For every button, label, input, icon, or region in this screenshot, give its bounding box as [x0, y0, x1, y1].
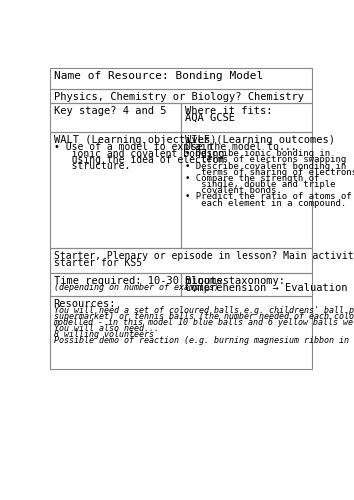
Bar — [51, 90, 312, 103]
Bar — [51, 103, 182, 132]
Bar — [51, 248, 312, 272]
Text: using the idea of electron: using the idea of electron — [53, 154, 224, 164]
Text: • Predict the ratio of atoms of: • Predict the ratio of atoms of — [184, 192, 351, 202]
Text: supermarket) or tennis balls (the number needed of each colour will depend on th: supermarket) or tennis balls (the number… — [53, 312, 354, 321]
Text: Name of Resource: Bonding Model: Name of Resource: Bonding Model — [53, 71, 263, 81]
Text: You will need a set of coloured balls e.g. childrens' ball pool balls (about £5 : You will need a set of coloured balls e.… — [53, 306, 354, 314]
Text: each element in a compound.: each element in a compound. — [184, 198, 346, 207]
Bar — [182, 103, 312, 132]
Text: Starter, Plenary or episode in lesson? Main activity for KS4 or: Starter, Plenary or episode in lesson? M… — [53, 251, 354, 261]
Text: Time required: 10-30 minutes: Time required: 10-30 minutes — [53, 276, 229, 285]
Text: ionic and covalent bonding: ionic and covalent bonding — [53, 148, 224, 158]
Text: Comprehension → Evaluation: Comprehension → Evaluation — [184, 282, 347, 292]
Text: WILF (Learning outcomes): WILF (Learning outcomes) — [184, 136, 335, 145]
Text: terms of sharing of electrons: terms of sharing of electrons — [184, 168, 354, 177]
Text: • Describe covalent bonding in: • Describe covalent bonding in — [184, 162, 346, 170]
Bar — [51, 132, 182, 248]
Text: Possible demo of reaction (e.g. burning magnesium ribbon in oxygen): Possible demo of reaction (e.g. burning … — [53, 336, 354, 345]
Text: modelled - in this model 10 blue balls and 6 yellow balls were used): modelled - in this model 10 blue balls a… — [53, 318, 354, 327]
Text: single, double and triple: single, double and triple — [184, 180, 335, 189]
Text: starter for KS5: starter for KS5 — [53, 258, 142, 268]
Text: structure.: structure. — [53, 161, 130, 171]
Text: 8 willing volunteers: 8 willing volunteers — [53, 330, 154, 340]
Text: Resources:: Resources: — [53, 298, 116, 308]
Text: • Describe ionic bonding in: • Describe ionic bonding in — [184, 150, 330, 158]
Text: Blooms taxonomy:: Blooms taxonomy: — [184, 276, 285, 285]
Text: Physics, Chemistry or Biology? Chemistry: Physics, Chemistry or Biology? Chemistry — [53, 92, 303, 102]
Text: • Compare the strength of: • Compare the strength of — [184, 174, 319, 183]
Text: covalent bonds.: covalent bonds. — [184, 186, 281, 196]
Bar — [51, 68, 312, 90]
Bar — [182, 272, 312, 295]
Bar — [51, 272, 182, 295]
Bar — [182, 132, 312, 248]
Text: WALT (Learning objectives): WALT (Learning objectives) — [53, 136, 216, 145]
Text: You will also need...: You will also need... — [53, 324, 159, 333]
Text: Use the model to...: Use the model to... — [184, 142, 296, 152]
Text: (depending on number of examples): (depending on number of examples) — [53, 282, 218, 292]
Text: Where it fits:: Where it fits: — [184, 106, 272, 116]
Text: AQA GCSE: AQA GCSE — [184, 113, 234, 123]
Bar — [51, 296, 312, 369]
Text: • Use of a model to explain: • Use of a model to explain — [53, 142, 212, 152]
Text: terms of electrons swapping: terms of electrons swapping — [184, 156, 346, 164]
Text: Key stage? 4 and 5: Key stage? 4 and 5 — [53, 106, 166, 116]
